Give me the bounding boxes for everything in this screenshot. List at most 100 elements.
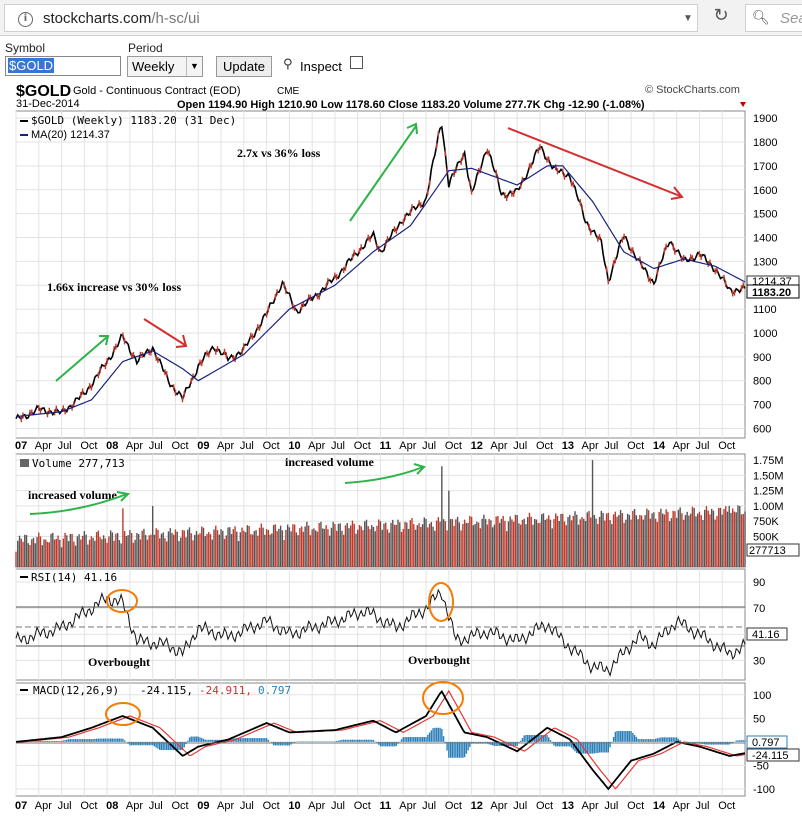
volume-bar [570, 520, 573, 567]
overbought-circle-2 [428, 582, 454, 622]
volume-bar [146, 539, 149, 567]
inspect-checkbox[interactable] [350, 56, 363, 69]
macd-hist-bar [548, 737, 550, 742]
volume-bar [304, 526, 306, 567]
volume-bar [320, 521, 322, 567]
volume-bar [271, 533, 273, 567]
x-tick-label: Jul [695, 440, 709, 452]
volume-bar [318, 523, 320, 567]
macd-hist-bar [413, 737, 415, 742]
macd-hist-bar [385, 741, 387, 747]
volume-bar [171, 532, 173, 567]
price-axis-label: 1100 [753, 304, 777, 316]
symbol-input[interactable]: $GOLD [5, 56, 121, 76]
macd-hist-bar [409, 737, 411, 742]
symbol-label: Symbol [5, 41, 46, 55]
volume-bar [64, 532, 66, 567]
reload-icon[interactable]: ↻ [713, 5, 729, 26]
volume-bar [190, 533, 192, 567]
price-axis-label: 1600 [753, 185, 777, 197]
macd-hist-bar [427, 734, 429, 742]
annotation-overbought-2: Overbought [408, 653, 470, 667]
rsi-axis-label: 70 [753, 603, 765, 615]
x-tick-label: Jul [331, 800, 345, 812]
volume-bar [283, 540, 285, 567]
macd-hist-bar [183, 741, 185, 748]
price-legend: $GOLD (Weekly) 1183.20 (31 Dec) [31, 114, 236, 127]
macd-hist-bar [418, 737, 420, 742]
volume-bar [667, 511, 669, 567]
macd-hist-bar [344, 739, 347, 742]
macd-hist-bar [414, 737, 417, 742]
volume-bar [711, 508, 713, 567]
volume-bar [45, 539, 47, 567]
macd-hist-bar [586, 741, 588, 754]
macd-hist-bar [279, 741, 282, 746]
macd-hist-bar [597, 741, 599, 753]
volume-bar [222, 530, 224, 567]
volume-bar [144, 535, 147, 567]
macd-hist-bar [406, 737, 408, 742]
url-text[interactable]: stockcharts.com/h-sc/ui [43, 10, 200, 27]
volume-bar [187, 529, 189, 567]
volume-bar [563, 521, 566, 567]
volume-bar [558, 521, 560, 567]
macd-hist-bar [169, 741, 171, 751]
volume-bar [346, 522, 348, 567]
volume-bar [323, 528, 326, 567]
volume-bar [695, 516, 697, 567]
address-bar[interactable]: i stockcharts.com/h-sc/ui ▼ [4, 4, 698, 32]
update-button[interactable]: Update [216, 56, 272, 77]
macd-hist-bar [588, 741, 590, 754]
x-tick-label: Oct [445, 440, 462, 452]
macd-hist-bar [52, 740, 54, 742]
volume-bar [484, 519, 487, 567]
volume-bar [43, 539, 45, 567]
url-dropdown-icon[interactable]: ▼ [683, 13, 693, 24]
macd-hist-bar [579, 741, 581, 754]
volume-bar [274, 524, 277, 567]
macd-hist-bar [411, 737, 413, 742]
macd-hist-bar [146, 741, 149, 746]
browser-search-box[interactable]: 🔍︎ Sea [745, 4, 802, 32]
volume-bar [637, 519, 639, 567]
volume-bar [281, 530, 284, 567]
period-select[interactable]: Weekly ▼ [127, 56, 203, 77]
volume-bar [309, 535, 312, 567]
volume-bar [718, 507, 720, 567]
volume-bar [656, 521, 659, 567]
x-tick-label: Jul [240, 800, 254, 812]
volume-bar [57, 535, 59, 567]
volume-bar [239, 532, 242, 567]
volume-bar [462, 523, 464, 567]
volume-bar [665, 509, 667, 567]
chevron-down-icon[interactable]: ▼ [186, 57, 202, 76]
macd-hist-bar [137, 741, 140, 746]
volume-bar [595, 518, 597, 567]
annotation-volume-2: increased volume [285, 455, 374, 469]
macd-hist-bar [192, 736, 194, 742]
macd-hist-bar [341, 739, 343, 742]
macd-hist-bar [497, 741, 499, 746]
volume-bar [730, 512, 732, 567]
volume-bar [530, 516, 532, 567]
macd-value-tag-text: -24.115 [752, 750, 789, 762]
macd-hist-bar [639, 739, 641, 742]
volume-bar [365, 519, 368, 567]
volume-bar [262, 527, 264, 567]
info-icon[interactable]: i [18, 12, 33, 27]
macd-hist-bar [584, 741, 587, 754]
volume-bar [183, 530, 185, 567]
x-tick-label: 09 [197, 800, 209, 812]
volume-bar [136, 533, 138, 567]
macd-hist-bar [549, 740, 552, 742]
macd-hist-bar [276, 741, 278, 746]
volume-bar [204, 536, 206, 567]
volume-bar [66, 535, 68, 567]
macd-hist-bar [41, 740, 43, 742]
macd-hist-bar [39, 740, 42, 742]
volume-bar [213, 529, 215, 567]
volume-bar [20, 538, 22, 567]
volume-bar [334, 524, 336, 567]
